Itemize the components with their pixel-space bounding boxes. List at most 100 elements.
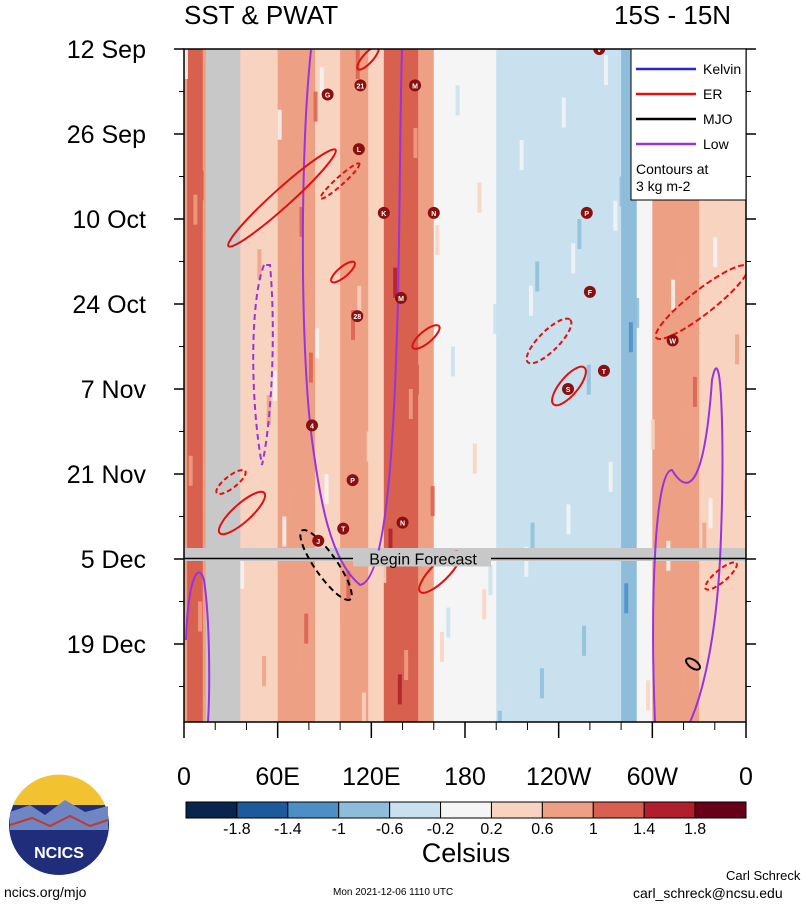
- colorbar-segment-7: [541, 801, 594, 819]
- sst-band-9: [368, 49, 385, 722]
- sst-streak: [419, 103, 424, 134]
- legend-label-mjo: MJO: [703, 111, 733, 127]
- sst-streak: [262, 656, 267, 687]
- colorbar-segment-6: [490, 801, 543, 819]
- sst-streak: [482, 589, 487, 620]
- storm-marker-9: [351, 310, 364, 323]
- storm-label-4: L: [357, 147, 362, 154]
- legend-box: [630, 48, 747, 201]
- sst-streak: [508, 425, 513, 456]
- y-tick-label: 10 Oct: [72, 206, 146, 234]
- sst-streak: [613, 200, 618, 231]
- storm-label-8: M: [398, 296, 404, 303]
- sst-streak: [288, 492, 293, 523]
- x-tick-label: 60E: [255, 763, 299, 791]
- sst-streak: [357, 285, 362, 316]
- sst-streak: [257, 249, 262, 280]
- sst-streak: [702, 522, 707, 553]
- sst-streak: [477, 182, 482, 213]
- sst-streak: [619, 176, 624, 207]
- colorbar-tick-label: 1.8: [684, 821, 706, 838]
- sst-streak: [184, 49, 188, 79]
- x-tick-label: 60W: [627, 763, 679, 791]
- storm-marker-5: [377, 206, 390, 219]
- sst-streak: [315, 328, 320, 359]
- footer-author: Carl Schreck: [726, 868, 801, 883]
- colorbar-segment-1: [236, 801, 289, 819]
- sst-streak: [713, 237, 718, 268]
- colorbar-segment-4: [389, 801, 442, 819]
- sst-streak: [450, 346, 455, 377]
- x-tick-label: 180: [444, 763, 486, 791]
- sst-streak: [593, 340, 598, 371]
- er-contour: [551, 365, 587, 407]
- y-tick-label: 26 Sep: [67, 121, 146, 149]
- land-mask: [205, 49, 241, 722]
- storm-label-18: J: [316, 539, 320, 546]
- sst-streak: [335, 188, 340, 219]
- storm-label-17: T: [341, 527, 346, 534]
- sst-streak: [340, 595, 345, 626]
- storm-marker-15: [346, 474, 359, 487]
- sst-band-2: [202, 49, 207, 722]
- sst-streak: [529, 285, 534, 316]
- sst-streak: [497, 710, 502, 722]
- storm-marker-4: [352, 143, 365, 156]
- storm-marker-17: [337, 522, 350, 535]
- sst-streak: [198, 601, 203, 632]
- storm-marker-8: [394, 291, 407, 304]
- forecast-label: Begin Forecast: [369, 552, 477, 569]
- legend-label-low: Low: [703, 136, 730, 152]
- sst-streak: [561, 97, 566, 128]
- sst-streak: [188, 455, 193, 486]
- sst-streak: [535, 261, 540, 292]
- storm-label-13: S: [566, 387, 571, 394]
- storm-label-15: P: [350, 478, 355, 485]
- sst-streak: [471, 206, 476, 237]
- y-tick-label: 7 Nov: [81, 376, 147, 404]
- sst-streak: [397, 674, 402, 705]
- storm-label-9: 28: [353, 314, 361, 321]
- sst-streak: [624, 583, 629, 614]
- sst-band-0: [184, 49, 188, 722]
- er-contour-dashed: [654, 264, 746, 340]
- storm-marker-18: [312, 534, 325, 547]
- sst-streak: [199, 170, 204, 201]
- sst-streak: [424, 510, 429, 541]
- storm-label-1: 21: [357, 83, 365, 90]
- sst-streak: [408, 389, 413, 419]
- sst-streak: [597, 79, 602, 110]
- colorbar-tick-label: 1: [589, 821, 598, 838]
- sst-streak: [361, 692, 366, 722]
- footer-url[interactable]: ncics.org/mjo: [4, 884, 87, 900]
- storm-label-12: T: [602, 369, 607, 376]
- x-tick-label: 120E: [342, 763, 400, 791]
- legend-note: Contours at: [636, 161, 708, 177]
- er-contour: [217, 490, 267, 536]
- sst-streak: [308, 352, 313, 383]
- sst-streak: [644, 443, 649, 474]
- ncics-logo: NCICS: [9, 774, 109, 875]
- footer-email[interactable]: carl_schreck@ncsu.edu: [633, 885, 783, 901]
- low-contour-dashed: [252, 264, 274, 466]
- logo-text: NCICS: [34, 845, 84, 862]
- forecast-label-bg: [353, 550, 491, 567]
- sst-streak: [241, 127, 246, 158]
- storm-marker-16: [396, 516, 409, 529]
- storm-marker-2: [409, 79, 422, 92]
- sst-streak: [466, 467, 471, 498]
- sst-streak: [330, 449, 335, 480]
- storm-marker-13: [562, 383, 575, 395]
- sst-streak: [588, 601, 593, 632]
- storm-marker-14: [306, 419, 319, 432]
- storm-marker-12: [597, 364, 610, 377]
- sst-streak: [582, 625, 587, 656]
- sst-streak: [628, 322, 633, 353]
- logo-sun: [13, 774, 105, 805]
- colorbar-tick-label: 1.4: [633, 821, 655, 838]
- sst-streak: [519, 140, 524, 171]
- sst-streak: [446, 607, 451, 638]
- sst-streak: [313, 91, 318, 122]
- er-contour: [227, 148, 337, 248]
- sst-streak: [388, 528, 393, 559]
